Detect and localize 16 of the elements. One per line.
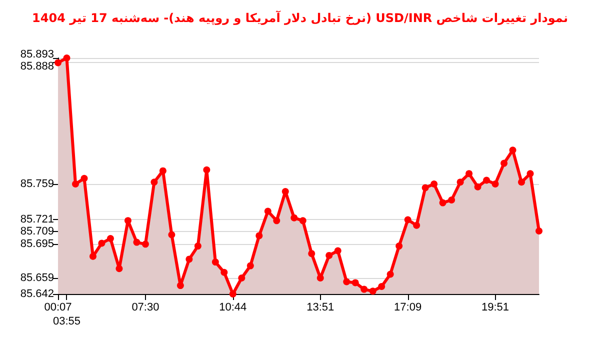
y-tick-label: 85.642 — [20, 288, 54, 300]
x-tick-label: 03:55 — [52, 316, 81, 328]
y-tick-label: 85.659 — [20, 272, 54, 284]
x-tick-label: 10:44 — [219, 302, 247, 314]
x-tick-label: 17:09 — [394, 302, 422, 314]
y-tick-label: 85.721 — [20, 213, 54, 226]
y-tick-label: 85.695 — [20, 238, 54, 250]
x-tick-label: 19:51 — [482, 302, 510, 314]
x-tick-label: 00:07 — [44, 302, 72, 314]
y-tick-label: 85.888 — [20, 60, 54, 72]
y-tick-label: 85.709 — [20, 225, 54, 238]
x-tick-label: 07:30 — [132, 302, 160, 314]
y-tick-label: 85.759 — [20, 178, 54, 190]
y-tick-label: 85.893 — [20, 48, 54, 60]
x-tick-label: 13:51 — [306, 302, 334, 314]
chart-title: نمودار تغییرات شاخص USD/INR (نرخ تبادل دلار آمریکا و روپیه هند)- سه‌شنبه 17 تیر 1404 — [31, 10, 569, 27]
